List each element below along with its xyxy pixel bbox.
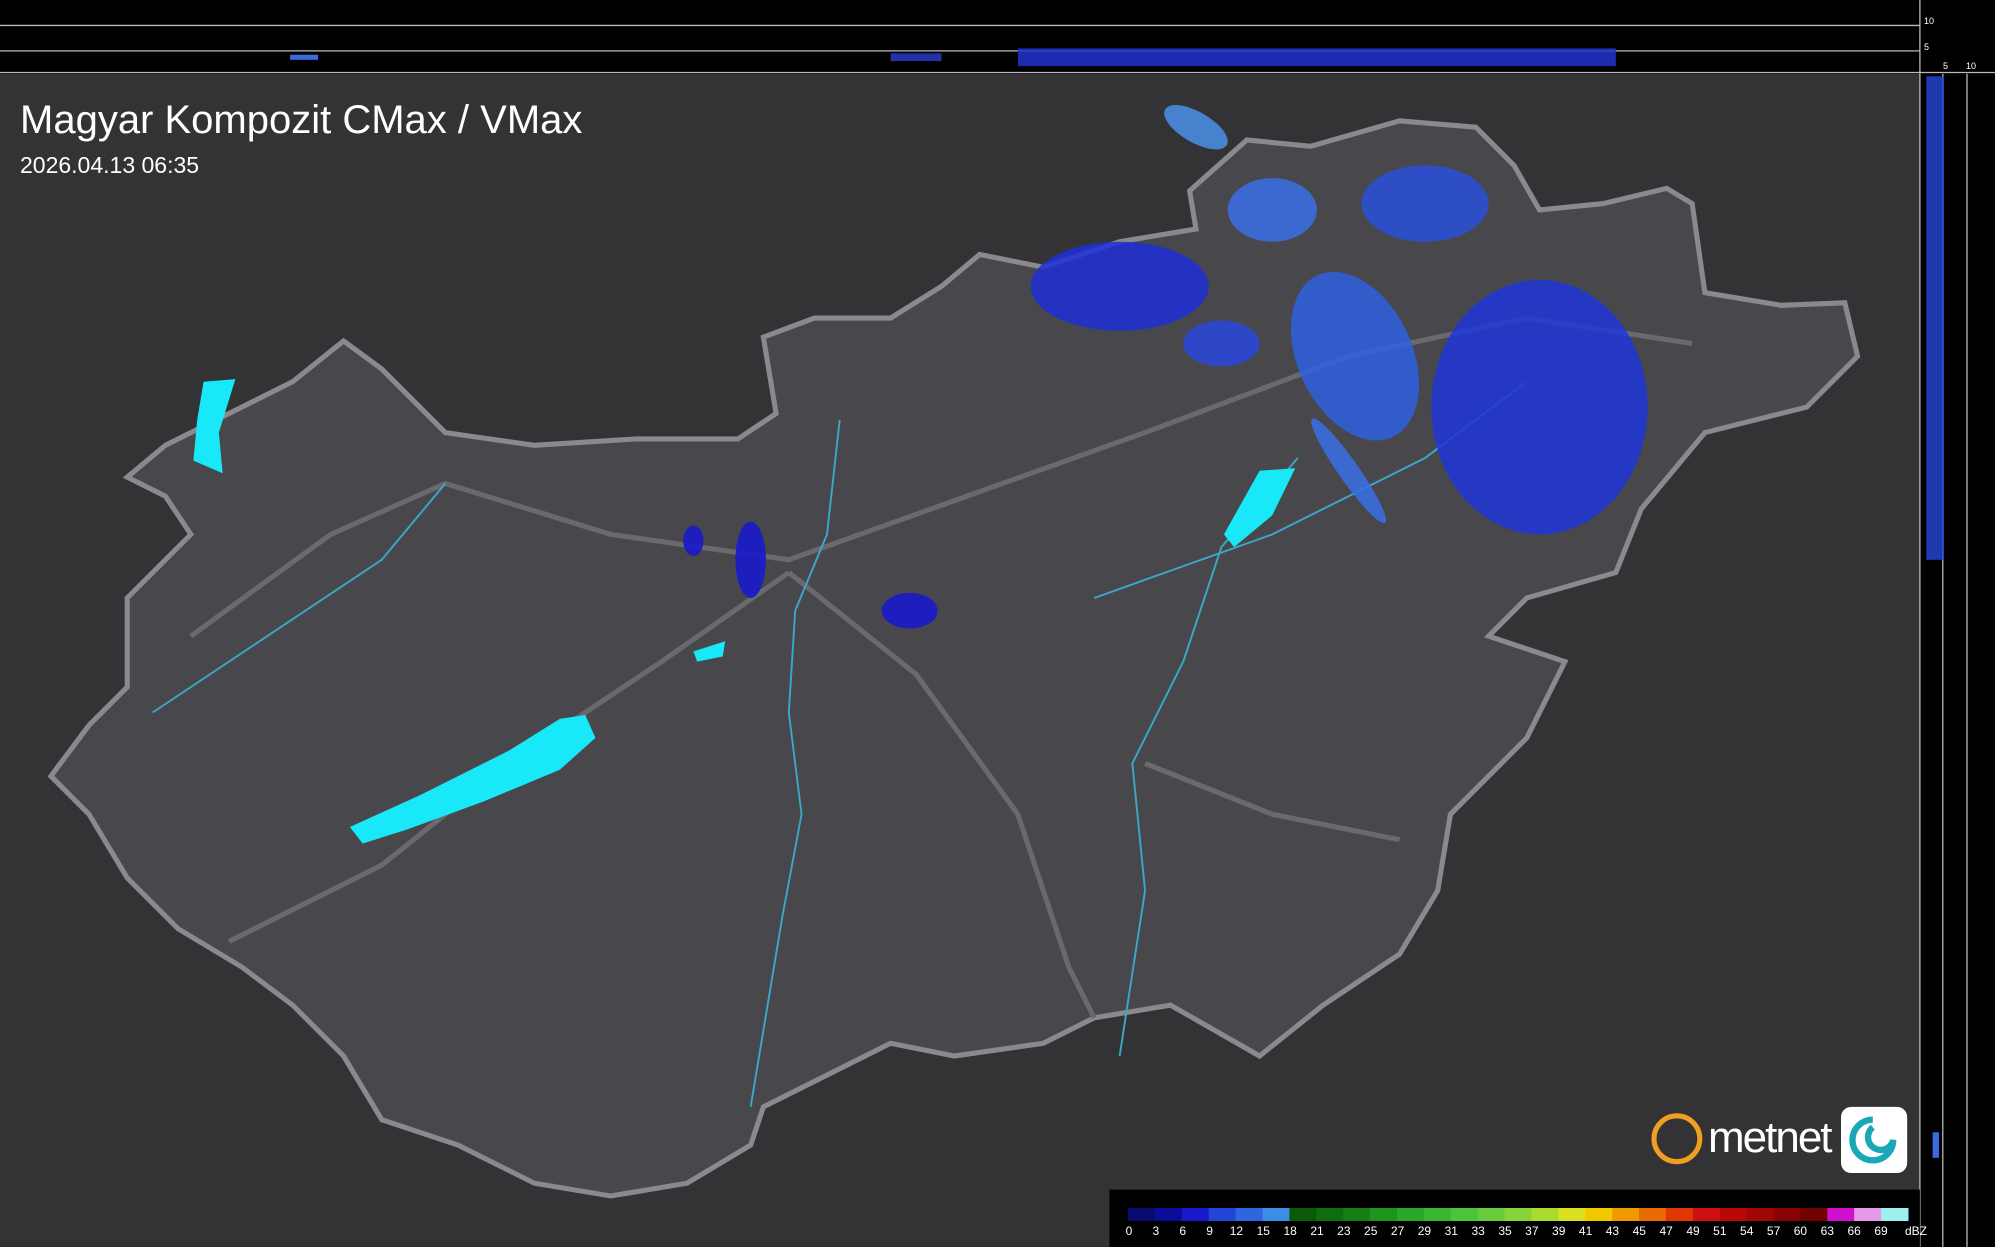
lake xyxy=(1223,468,1296,548)
legend-unit: dBZ xyxy=(1905,1224,1927,1238)
legend-label: 60 xyxy=(1794,1224,1808,1238)
legend-swatch xyxy=(1746,1208,1775,1221)
radar-echo xyxy=(1361,165,1489,242)
river xyxy=(749,419,841,1108)
legend-label: 29 xyxy=(1418,1224,1432,1238)
legend-swatch xyxy=(1181,1208,1210,1221)
legend-swatch xyxy=(1639,1208,1667,1221)
legend-swatch xyxy=(1128,1208,1156,1221)
road xyxy=(189,315,1693,639)
legend-label: 18 xyxy=(1283,1224,1297,1238)
legend-label: 9 xyxy=(1206,1224,1213,1238)
legend-swatch xyxy=(1343,1208,1371,1221)
legend-swatch xyxy=(1208,1208,1237,1221)
legend-label: 41 xyxy=(1579,1224,1593,1238)
road xyxy=(1144,761,1401,843)
legend-label: 51 xyxy=(1713,1224,1727,1238)
logo-text: metnet xyxy=(1708,1113,1832,1162)
profile-echo xyxy=(1926,76,1945,560)
radar-echo xyxy=(1183,320,1260,367)
radar-echo xyxy=(1164,105,1228,150)
legend-swatch xyxy=(1800,1208,1828,1221)
legend-label: 63 xyxy=(1821,1224,1835,1238)
legend-swatch xyxy=(1423,1208,1452,1221)
legend-label: 6 xyxy=(1179,1224,1186,1238)
radar-echo xyxy=(881,592,938,629)
legend-label: 0 xyxy=(1126,1224,1133,1238)
radar-echo xyxy=(1227,178,1317,242)
legend-swatch xyxy=(1558,1208,1586,1221)
profile-echo xyxy=(1017,48,1616,67)
legend-label: 49 xyxy=(1686,1224,1700,1238)
legend-swatch xyxy=(1773,1208,1801,1221)
legend-label: 57 xyxy=(1767,1224,1781,1238)
profile-echo xyxy=(890,53,942,62)
map-title: Magyar Kompozit CMax / VMax xyxy=(20,98,582,142)
legend-swatch xyxy=(1370,1208,1398,1221)
legend-swatch xyxy=(1854,1208,1882,1221)
legend-label: 66 xyxy=(1847,1224,1861,1238)
radar-echo xyxy=(1030,241,1209,331)
legend-swatch xyxy=(1262,1208,1290,1221)
legend-swatch xyxy=(1154,1208,1183,1221)
legend-label: 33 xyxy=(1471,1224,1485,1238)
legend-swatch xyxy=(1289,1208,1317,1221)
legend-label: 47 xyxy=(1659,1224,1673,1238)
legend-label: 69 xyxy=(1874,1224,1888,1238)
legend-label: 15 xyxy=(1257,1224,1271,1238)
logo-icon xyxy=(1651,1106,1908,1174)
legend-label: 37 xyxy=(1525,1224,1539,1238)
legend-swatch xyxy=(1450,1208,1479,1221)
radar-echo xyxy=(1290,271,1420,441)
road xyxy=(787,570,1097,1019)
legend-label: 39 xyxy=(1552,1224,1566,1238)
legend-label: 35 xyxy=(1498,1224,1512,1238)
radar-echo xyxy=(1311,418,1387,524)
river xyxy=(152,482,447,714)
profile-echo xyxy=(290,54,319,60)
legend-swatch xyxy=(1719,1208,1748,1221)
legend-label: 27 xyxy=(1391,1224,1405,1238)
legend-swatch xyxy=(1396,1208,1425,1221)
legend-label: 54 xyxy=(1740,1224,1754,1238)
radar-echo xyxy=(1431,279,1648,535)
legend-label: 12 xyxy=(1230,1224,1244,1238)
legend-swatch xyxy=(1235,1208,1263,1221)
legend-swatch xyxy=(1316,1208,1344,1221)
legend-label: 43 xyxy=(1606,1224,1620,1238)
profile-axis-label: 10 xyxy=(1966,61,1976,71)
legend-swatch xyxy=(1612,1208,1640,1221)
legend-swatch xyxy=(1504,1208,1532,1221)
legend-label: 45 xyxy=(1633,1224,1647,1238)
legend-label: 23 xyxy=(1337,1224,1351,1238)
legend-swatch xyxy=(1692,1208,1721,1221)
lake xyxy=(193,379,236,474)
profile-axis-label: 10 xyxy=(1924,16,1934,26)
legend-swatch xyxy=(1881,1208,1909,1221)
lake xyxy=(693,641,726,662)
legend-swatch xyxy=(1827,1208,1855,1221)
legend-swatch xyxy=(1531,1208,1559,1221)
legend-label: 25 xyxy=(1364,1224,1378,1238)
radar-echo xyxy=(683,525,704,556)
legend-swatch xyxy=(1665,1208,1694,1221)
legend-swatch xyxy=(1477,1208,1506,1221)
legend-label: 21 xyxy=(1310,1224,1324,1238)
legend-swatch xyxy=(1585,1208,1613,1221)
profile-axis-label: 5 xyxy=(1943,61,1948,71)
lake xyxy=(349,715,596,844)
profile-echo xyxy=(1932,1132,1939,1158)
profile-axis-label: 5 xyxy=(1924,42,1929,52)
radar-echo xyxy=(735,521,766,598)
legend-label: 3 xyxy=(1153,1224,1160,1238)
legend-label: 31 xyxy=(1445,1224,1459,1238)
timestamp: 2026.04.13 06:35 xyxy=(20,152,199,178)
